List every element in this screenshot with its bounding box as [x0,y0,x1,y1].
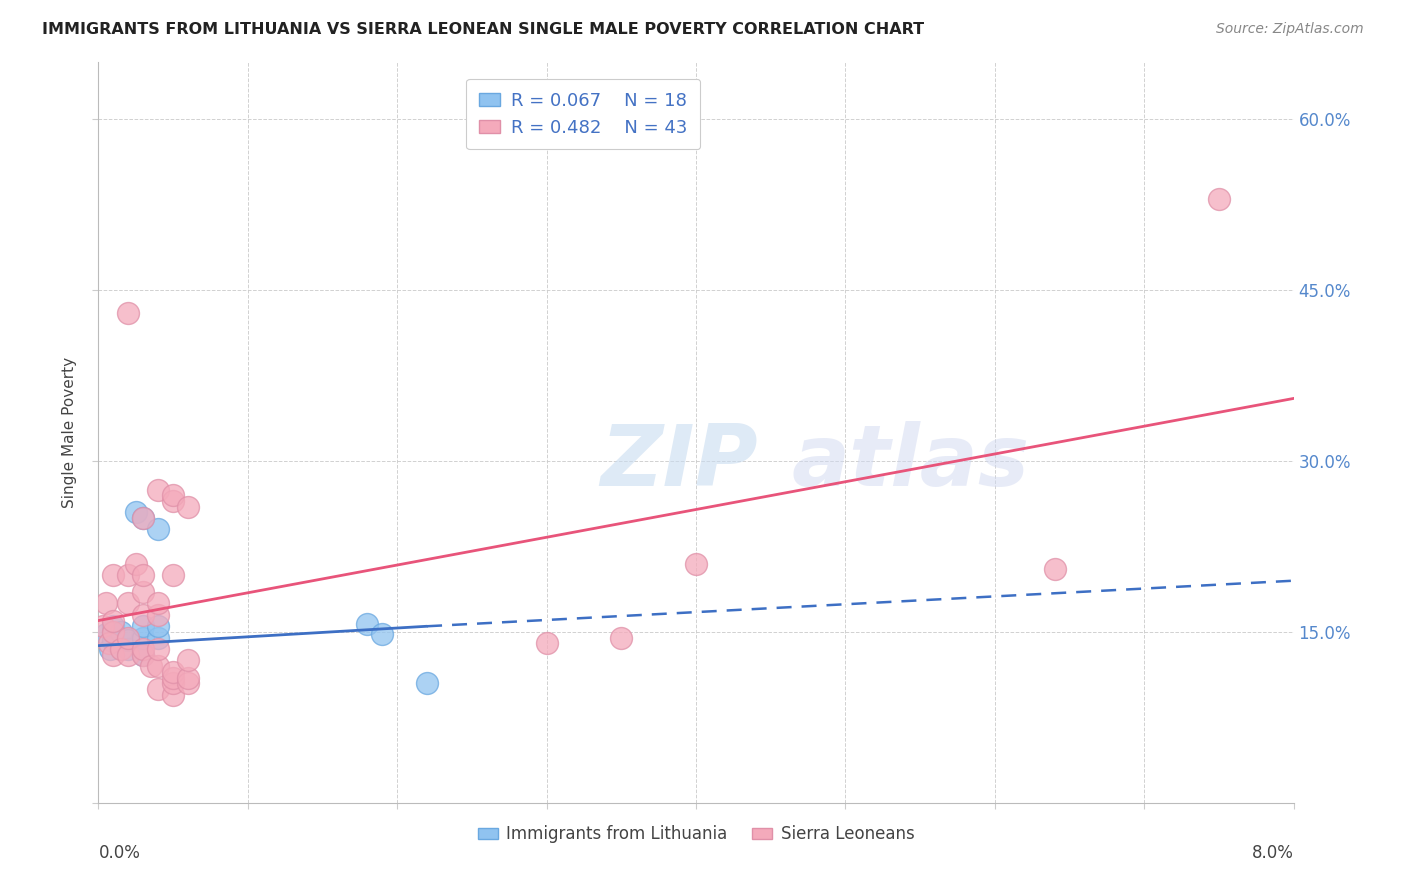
Point [148,631,170,645]
Point [162,488,184,502]
Point [162,665,184,679]
Point [177,653,200,667]
Text: Source: ZipAtlas.com: Source: ZipAtlas.com [1216,22,1364,37]
Point [162,568,184,582]
Point [416,676,439,690]
Point [132,648,155,662]
Point [148,619,170,633]
Text: 0.0%: 0.0% [98,844,141,862]
Point [148,681,170,696]
Point [103,614,125,628]
Point [177,671,200,685]
Point [685,557,707,571]
Point [132,568,155,582]
Point [117,642,139,657]
Point [91,619,114,633]
Y-axis label: Single Male Poverty: Single Male Poverty [62,357,77,508]
Point [132,511,155,525]
Point [356,617,378,632]
Point [132,585,155,599]
Point [162,676,184,690]
Legend: Immigrants from Lithuania, Sierra Leoneans: Immigrants from Lithuania, Sierra Leonea… [471,819,921,850]
Point [162,494,184,508]
Point [98,642,122,657]
Point [97,636,120,650]
Point [1043,562,1066,576]
Point [132,619,155,633]
Point [371,627,394,641]
Point [117,597,139,611]
Point [177,676,200,690]
Point [132,631,155,645]
Point [148,642,170,657]
Point [610,631,633,645]
Point [162,688,184,702]
Point [148,483,170,497]
Point [1208,192,1230,206]
Point [94,627,117,641]
Point [162,671,184,685]
Point [148,659,170,673]
Text: 8.0%: 8.0% [1251,844,1294,862]
Point [103,568,125,582]
Point [94,597,117,611]
Point [103,624,125,639]
Point [139,659,162,673]
Point [103,648,125,662]
Point [132,511,155,525]
Text: atlas: atlas [792,421,1029,504]
Point [177,500,200,514]
Point [132,648,155,662]
Point [148,597,170,611]
Text: ZIP: ZIP [600,421,758,504]
Text: IMMIGRANTS FROM LITHUANIA VS SIERRA LEONEAN SINGLE MALE POVERTY CORRELATION CHAR: IMMIGRANTS FROM LITHUANIA VS SIERRA LEON… [42,22,924,37]
Point [125,505,148,519]
Point [110,642,132,657]
Point [117,631,139,645]
Point [148,523,170,537]
Point [103,619,125,633]
Point [110,624,132,639]
Point [132,607,155,622]
Point [103,634,125,648]
Point [117,306,139,320]
Point [117,632,139,647]
Point [117,568,139,582]
Point [125,557,148,571]
Point [117,648,139,662]
Point [132,642,155,657]
Point [148,607,170,622]
Point [536,636,558,650]
